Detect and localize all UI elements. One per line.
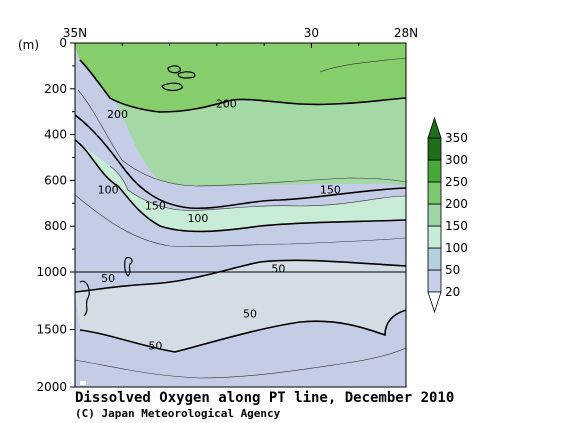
contour-75-thin [75, 194, 406, 247]
contour-label: 200 [107, 108, 128, 121]
colorbar-label: 250 [445, 175, 468, 189]
colorbar-segment [427, 269, 442, 293]
colorbar-label: 100 [445, 241, 468, 255]
x-tick-label: 28N [394, 26, 418, 40]
colorbar: 20 50 100 150 200 250 300 350 [427, 116, 468, 314]
band-100-150 [75, 140, 406, 232]
contour-label: 100 [187, 212, 208, 225]
contour-label: 50 [243, 307, 257, 320]
contour-label: 200 [216, 98, 237, 111]
plot-area [75, 43, 406, 387]
y-axis: 0 200 400 600 800 1000 1500 2000 [36, 36, 75, 394]
y-tick-label: 1500 [36, 323, 67, 337]
chart-credit: (C) Japan Meteorological Agency [75, 407, 281, 420]
y-tick-label: 800 [44, 219, 67, 233]
y-tick-label: 2000 [36, 380, 67, 394]
colorbar-label: 350 [445, 131, 468, 145]
contour-label: 50 [148, 340, 162, 353]
band-50-100 [75, 140, 406, 292]
colorbar-segment [427, 247, 442, 271]
contour-label: 150 [320, 184, 341, 197]
contour-eddy-upper [167, 65, 196, 79]
y-unit-label: (m) [18, 38, 39, 52]
contour-label: 50 [271, 263, 285, 276]
contour-label: 50 [101, 272, 115, 285]
colorbar-min-triangle [427, 291, 442, 314]
contour-150 [75, 114, 406, 210]
contour-175-thin [77, 89, 406, 187]
y-tick-label: 600 [44, 173, 67, 187]
colorbar-segment [427, 225, 442, 249]
contour-50 [75, 259, 406, 293]
y-tick-label: 0 [59, 36, 67, 50]
band-above-200 [75, 43, 406, 112]
contour-label: 100 [98, 184, 119, 197]
colorbar-label: 50 [445, 263, 460, 277]
colorbar-label: 300 [445, 153, 468, 167]
contour-50-lower [79, 309, 406, 353]
contour-125-thin [109, 165, 406, 211]
contour-lines [75, 57, 406, 379]
contour-left-wiggle [79, 280, 90, 317]
contour-35-thin [75, 347, 406, 379]
colorbar-segment [427, 159, 442, 183]
y-tick-label: 1000 [36, 265, 67, 279]
colorbar-segment [427, 181, 442, 205]
colorbar-label: 200 [445, 197, 468, 211]
contour-eddy-1000 [124, 257, 133, 277]
x-axis: 35N 30 28N [63, 26, 418, 48]
contour-100 [75, 139, 406, 233]
contour-label: 150 [145, 200, 166, 213]
band-below-50 [75, 260, 406, 352]
x-tick-label: 30 [304, 26, 319, 40]
contour-200 [79, 59, 406, 113]
colorbar-max-triangle [427, 116, 442, 139]
colorbar-label: 150 [445, 219, 468, 233]
corner-marker [80, 381, 86, 385]
colorbar-segment [427, 203, 442, 227]
y-tick-label: 400 [44, 128, 67, 142]
x-tick-label: 35N [63, 26, 87, 40]
contour-labels: 200 200 150 150 100 100 50 50 50 50 [98, 98, 341, 353]
plot-frame [74, 42, 407, 388]
band-150-200 [75, 55, 406, 187]
contour-200-thin [319, 57, 406, 73]
colorbar-label: 20 [445, 285, 460, 299]
colorbar-segment [427, 137, 442, 161]
chart-title: Dissolved Oxygen along PT line, December… [75, 390, 455, 406]
contour-eddy-lower [161, 82, 183, 92]
y-tick-label: 200 [44, 82, 67, 96]
